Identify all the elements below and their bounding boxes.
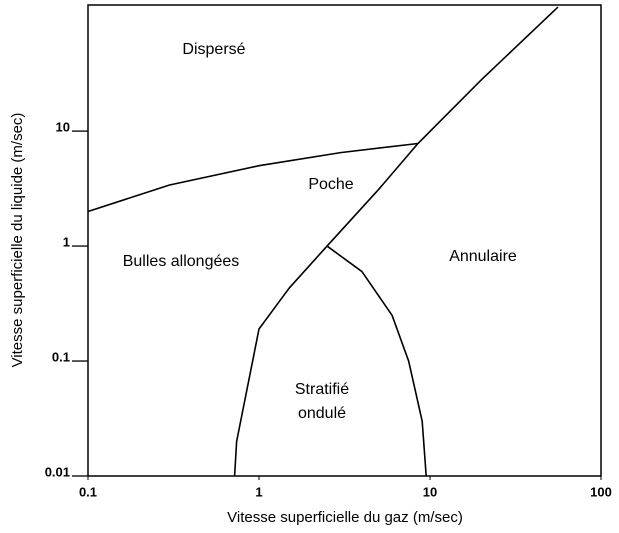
x-tick-label: 1	[255, 484, 262, 499]
annotation: ondulé	[298, 405, 346, 422]
annotation: Dispersé	[182, 41, 245, 58]
annotation: Poche	[308, 176, 353, 193]
x-axis-label: Vitesse superficielle du gaz (m/sec)	[227, 509, 463, 526]
y-axis-label: Vitesse superficielle du liquide (m/sec)	[9, 113, 26, 368]
annotation: Bulles allongées	[123, 253, 240, 270]
annotation: Annulaire	[449, 248, 517, 265]
boundary-line	[326, 245, 427, 477]
y-tick-label: 0.01	[45, 464, 70, 479]
boundary-line	[233, 6, 559, 477]
x-tick-label: 100	[590, 484, 612, 499]
y-tick-label: 0.1	[52, 349, 70, 364]
annotation: Stratifié	[295, 381, 349, 398]
x-tick-label: 10	[423, 484, 437, 499]
x-tick-label: 0.1	[79, 484, 97, 499]
y-tick-label: 1	[63, 235, 70, 250]
plot-frame	[87, 4, 602, 477]
boundary-line	[87, 142, 419, 213]
y-tick-label: 10	[56, 120, 70, 135]
